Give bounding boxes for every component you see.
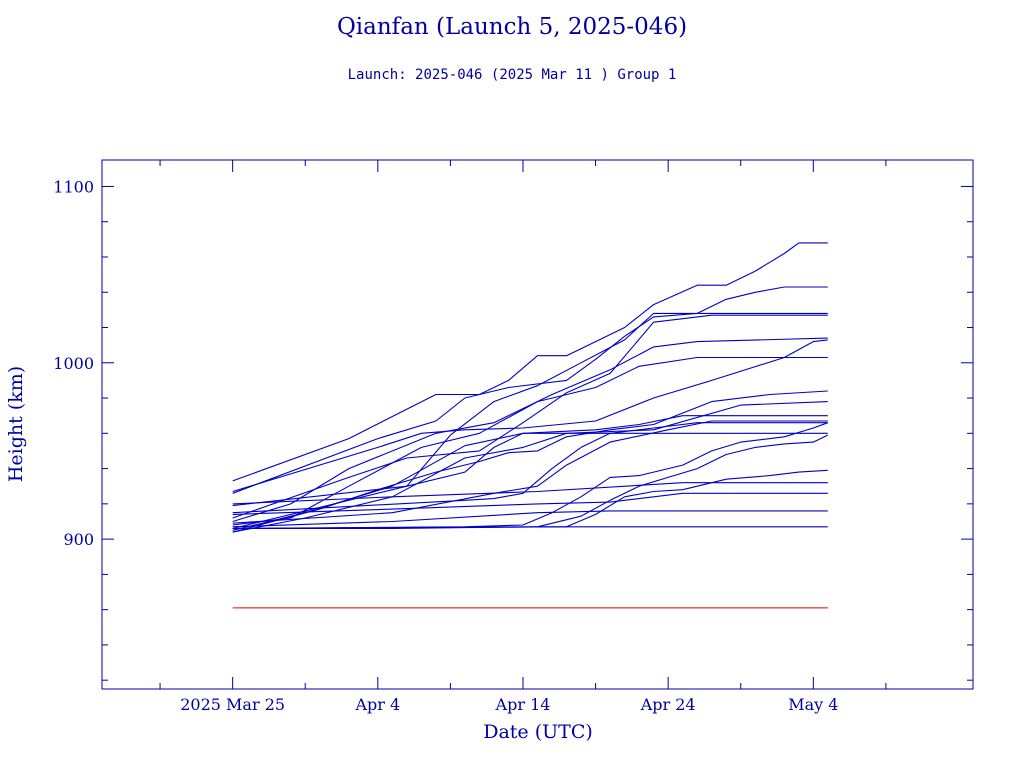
series-line-1 [232,242,828,482]
series-line-3 [232,312,828,507]
series-line-5 [232,337,828,523]
y-tick-label: 1100 [53,177,94,196]
tick-label-layer: 2025 Mar 25 Apr 4 Apr 14 Apr 24 May 4 900 1000… [53,177,838,714]
y-tick-label: 900 [63,530,94,549]
x-tick-label: May 4 [788,695,838,714]
series-line-17 [232,482,828,505]
series-line-18 [232,492,828,515]
chart-subtitle: Launch: 2025-046 (2025 Mar 11 ) Group 1 [347,67,677,83]
series-line-13 [232,420,828,524]
series-line-14 [232,422,828,530]
series-line-8 [232,390,828,533]
series-line-15 [232,434,829,530]
y-axis-title: Height (km) [5,366,27,482]
series-line-12 [232,422,828,514]
plot-frame [101,159,974,690]
x-tick-label: Apr 4 [354,695,400,714]
series-line-20 [232,526,828,530]
tick-layer [102,160,973,689]
series-line-19 [232,510,828,528]
series-line-6 [232,356,828,526]
x-tick-label: 2025 Mar 25 [180,695,285,714]
x-tick-label: Apr 14 [495,695,551,714]
series-line-7 [232,339,828,493]
series-line-11 [232,432,828,530]
x-axis-title: Date (UTC) [483,721,593,743]
y-tick-label: 1000 [53,354,94,373]
series-line-4 [232,314,828,519]
x-tick-label: Apr 24 [640,695,696,714]
series-line-16 [232,469,828,530]
series-line-2 [232,286,828,494]
chart-title: Qianfan (Launch 5, 2025-046) [336,14,688,40]
series-layer [232,242,829,533]
